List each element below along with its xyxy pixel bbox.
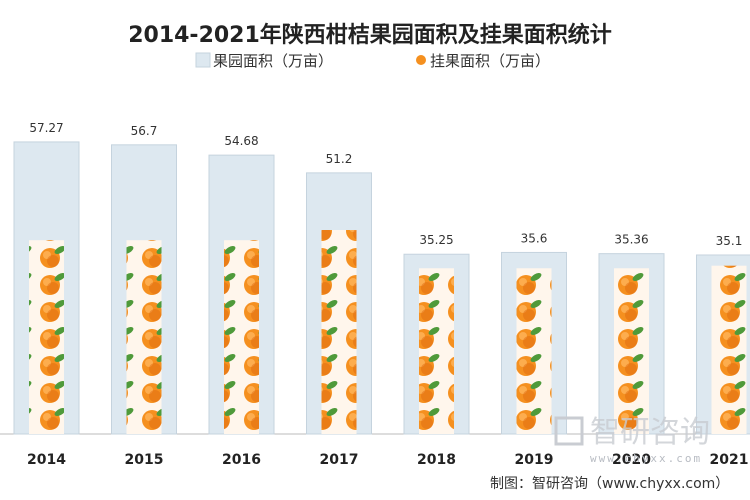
category-label-2020: 2020 <box>612 452 651 468</box>
value-label-2019: 35.6 <box>521 231 548 245</box>
bar-fruiting-2014 <box>29 240 64 434</box>
category-label-2021: 2021 <box>710 452 749 468</box>
value-label-2015: 56.7 <box>131 124 158 138</box>
bar-fruiting-2016 <box>224 240 259 434</box>
value-label-2017: 51.2 <box>326 152 353 166</box>
value-label-2020: 35.36 <box>614 233 648 247</box>
category-labels: 2014 2015 2016 2017 2018 2019 2020 2021 <box>27 452 748 468</box>
legend: 果园面积（万亩） 挂果面积（万亩） <box>195 52 550 70</box>
legend-swatch-orchard <box>195 52 211 68</box>
bar-fruiting-2017 <box>321 230 357 434</box>
value-labels: 57.27 56.7 54.68 51.2 35.25 35.6 35.36 35.1 <box>29 121 742 248</box>
value-label-2018: 35.25 <box>419 233 453 247</box>
watermark-brand: 智研咨询 <box>590 415 710 450</box>
chart-title: 2014-2021年陕西柑桔果园面积及挂果面积统计 <box>128 22 612 48</box>
value-label-2021: 35.1 <box>716 234 743 248</box>
category-label-2016: 2016 <box>222 452 261 468</box>
value-label-2014: 57.27 <box>29 121 63 135</box>
source-credit: 制图：智研咨询（www.chyxx.com） <box>490 476 729 492</box>
value-label-2016: 54.68 <box>224 134 258 148</box>
watermark: 智研咨询 www.chyxx.com <box>554 415 710 465</box>
watermark-url: www.chyxx.com <box>590 452 702 465</box>
bar-fruiting-2015 <box>126 240 162 434</box>
fruiting-area-series <box>29 230 747 434</box>
legend-label-fruiting: 挂果面积（万亩） <box>430 52 550 70</box>
category-label-2017: 2017 <box>320 452 359 468</box>
watermark-logo-icon <box>554 416 584 446</box>
bar-fruiting-2018 <box>419 268 454 434</box>
bar-fruiting-2020 <box>614 268 649 434</box>
bar-fruiting-2019 <box>516 268 552 434</box>
category-label-2014: 2014 <box>27 452 66 468</box>
category-label-2015: 2015 <box>125 452 164 468</box>
category-label-2019: 2019 <box>515 452 554 468</box>
legend-label-orchard: 果园面积（万亩） <box>213 52 333 70</box>
bar-fruiting-2021 <box>711 265 747 434</box>
category-label-2018: 2018 <box>417 452 456 468</box>
legend-swatch-fruiting <box>416 55 426 65</box>
